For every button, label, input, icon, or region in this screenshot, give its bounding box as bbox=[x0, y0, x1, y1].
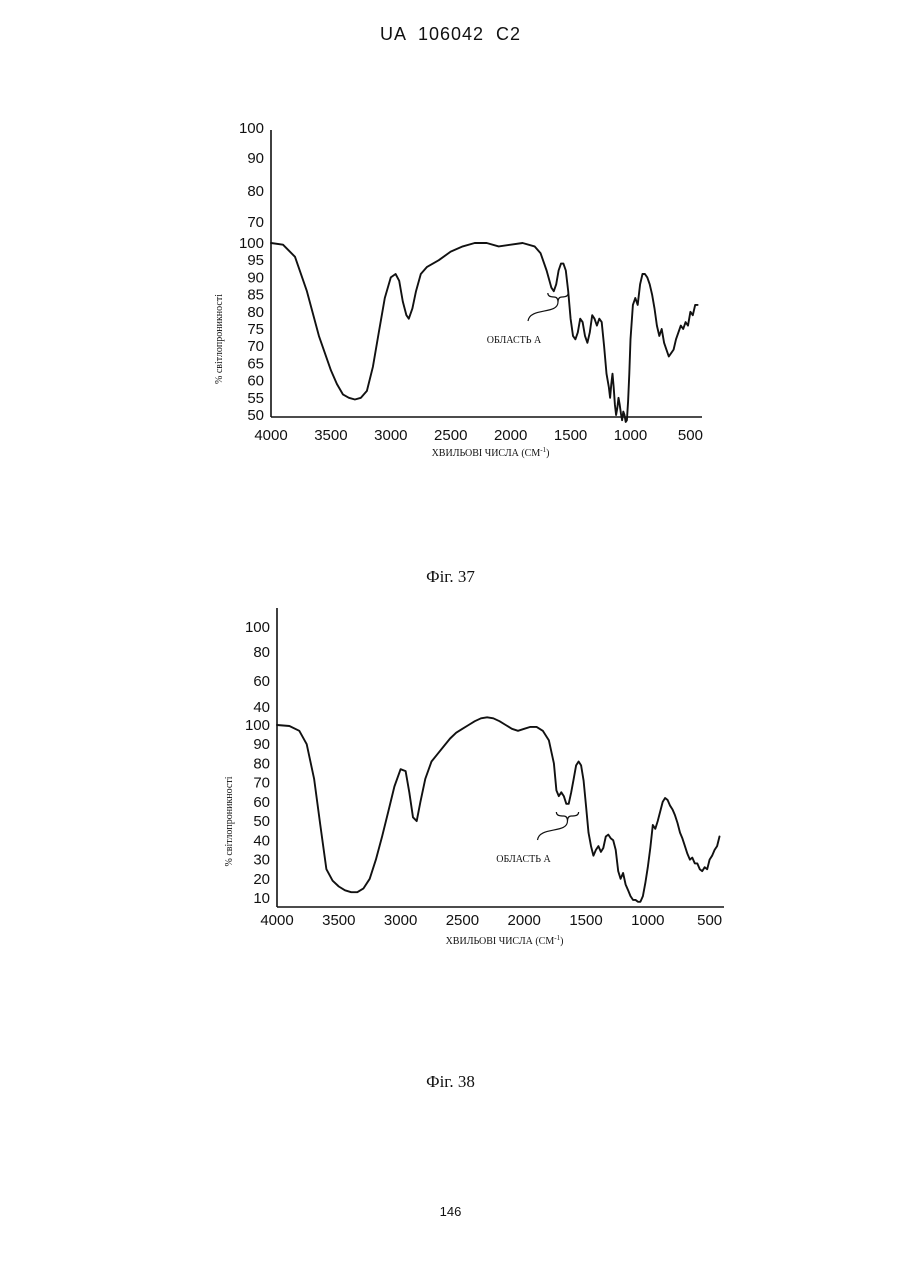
x-tick-label: 1500 bbox=[554, 427, 587, 444]
annotation-label: ОБЛАСТЬ А bbox=[487, 335, 542, 346]
ir-spectrum-chart-fig37: 1009080701009590858075706560555040003500… bbox=[0, 110, 901, 470]
y-tick-label-lower: 65 bbox=[247, 355, 264, 372]
annotation-leader bbox=[537, 821, 567, 840]
y-tick-label-lower: 70 bbox=[253, 775, 270, 792]
y-axis-label: % світлопроникності bbox=[214, 294, 225, 384]
spectrum-line bbox=[277, 717, 720, 902]
y-tick-label-lower: 10 bbox=[253, 890, 270, 907]
y-tick-label-upper: 100 bbox=[245, 619, 270, 636]
y-tick-label-lower: 50 bbox=[247, 407, 264, 424]
annotation-leader bbox=[528, 302, 558, 321]
y-tick-label-lower: 60 bbox=[247, 373, 264, 390]
y-tick-label-lower: 80 bbox=[247, 304, 264, 321]
y-tick-label-lower: 40 bbox=[253, 832, 270, 849]
ir-spectrum-chart-fig38: 1008060401009080706050403020104000350030… bbox=[0, 600, 901, 960]
y-tick-label-lower: 75 bbox=[247, 321, 264, 338]
x-tick-label: 1000 bbox=[631, 912, 664, 929]
y-tick-label-lower: 50 bbox=[253, 813, 270, 830]
x-tick-label: 3500 bbox=[322, 912, 355, 929]
x-tick-label: 3500 bbox=[314, 427, 347, 444]
x-tick-label: 2000 bbox=[508, 912, 541, 929]
x-tick-label: 4000 bbox=[260, 912, 293, 929]
annotation-label: ОБЛАСТЬ А bbox=[496, 854, 551, 865]
y-tick-label-lower: 85 bbox=[247, 287, 264, 304]
x-tick-label: 1500 bbox=[569, 912, 602, 929]
y-tick-label-upper: 40 bbox=[253, 699, 270, 716]
x-tick-label: 500 bbox=[697, 912, 722, 929]
y-tick-label-lower: 90 bbox=[247, 269, 264, 286]
y-tick-label-upper: 60 bbox=[253, 673, 270, 690]
y-tick-label-lower: 100 bbox=[245, 717, 270, 734]
y-tick-label-lower: 20 bbox=[253, 871, 270, 888]
x-tick-label: 1000 bbox=[614, 427, 647, 444]
y-tick-label-lower: 30 bbox=[253, 852, 270, 869]
figure-caption-37: Фіг. 37 bbox=[0, 567, 901, 587]
x-tick-label: 3000 bbox=[374, 427, 407, 444]
x-tick-label: 2000 bbox=[494, 427, 527, 444]
y-tick-label-lower: 95 bbox=[247, 252, 264, 269]
annotation-brace bbox=[548, 293, 568, 302]
y-tick-label-upper: 70 bbox=[247, 214, 264, 231]
y-tick-label-lower: 70 bbox=[247, 338, 264, 355]
x-tick-label: 2500 bbox=[434, 427, 467, 444]
x-axis-label: ХВИЛЬОВІ ЧИСЛА (СМ-1) bbox=[446, 934, 564, 947]
annotation-brace bbox=[556, 812, 578, 821]
figure-caption-38: Фіг. 38 bbox=[0, 1072, 901, 1092]
x-tick-label: 3000 bbox=[384, 912, 417, 929]
y-tick-label-lower: 100 bbox=[239, 235, 264, 252]
page-number: 146 bbox=[0, 1204, 901, 1219]
spectrum-line bbox=[271, 243, 698, 422]
y-tick-label-upper: 80 bbox=[247, 183, 264, 200]
x-axis-label: ХВИЛЬОВІ ЧИСЛА (СМ-1) bbox=[432, 446, 550, 459]
y-tick-label-upper: 90 bbox=[247, 150, 264, 167]
x-tick-label: 4000 bbox=[254, 427, 287, 444]
y-tick-label-upper: 80 bbox=[253, 644, 270, 661]
y-tick-label-upper: 100 bbox=[239, 120, 264, 137]
y-tick-label-lower: 80 bbox=[253, 755, 270, 772]
y-tick-label-lower: 60 bbox=[253, 794, 270, 811]
patent-header: UA 106042 C2 bbox=[0, 24, 901, 45]
x-tick-label: 2500 bbox=[446, 912, 479, 929]
y-axis-label: % світлопроникності bbox=[224, 776, 235, 866]
y-tick-label-lower: 55 bbox=[247, 390, 264, 407]
y-tick-label-lower: 90 bbox=[253, 736, 270, 753]
x-tick-label: 500 bbox=[678, 427, 703, 444]
